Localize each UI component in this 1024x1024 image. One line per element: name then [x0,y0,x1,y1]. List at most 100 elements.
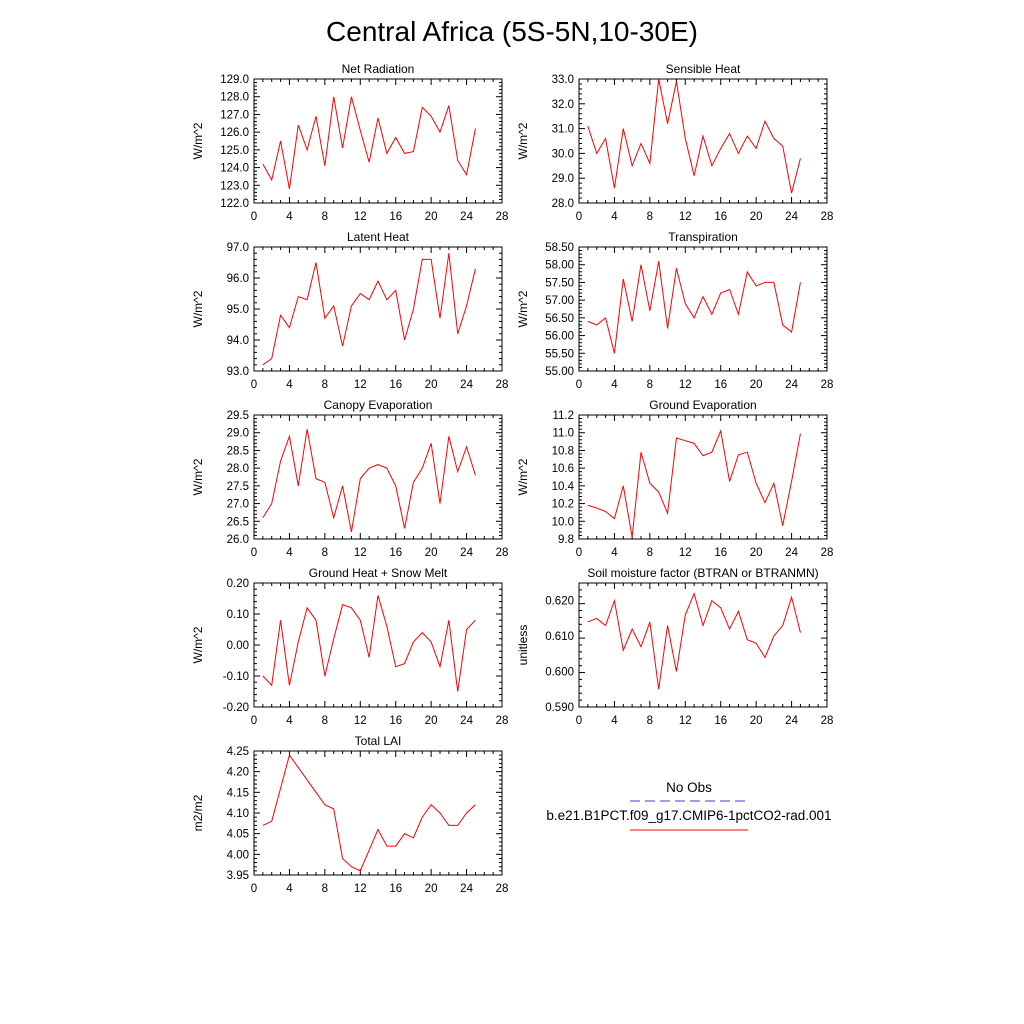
panel-title: Soil moisture factor (BTRAN or BTRANMN) [587,566,818,580]
x-tick-label: 16 [714,211,727,223]
x-tick-label: 12 [679,379,692,391]
y-axis-label: W/m^2 [191,458,205,495]
x-tick-label: 20 [425,547,438,559]
y-tick-label: 29.5 [227,410,249,422]
y-tick-label: 10.6 [552,463,574,475]
y-tick-label: 27.0 [227,499,249,511]
y-axis-label: unitless [516,625,530,666]
chart-panel-net-radiation: Net Radiation W/m^2 0 4 8 12 16 20 24 28 122.0 123.… [191,62,508,223]
chart-panel-total-lai: Total LAI m2/m2 0 4 8 12 16 20 24 28 3.95 4.00 4.05 4… [191,734,508,895]
y-tick-label: 129.0 [220,74,249,86]
y-tick-label: 128.0 [220,92,249,104]
y-tick-label: 10.0 [552,516,574,528]
panel-title: Ground Heat + Snow Melt [309,566,448,580]
legend-entry-label-obs: No Obs [666,780,712,795]
x-tick-label: 8 [647,715,653,727]
y-axis-label: W/m^2 [191,290,205,327]
x-tick-label: 28 [496,547,509,559]
y-tick-label: 28.5 [227,445,249,457]
panel-title: Net Radiation [342,62,415,76]
panel-title: Total LAI [355,734,402,748]
x-tick-label: 16 [389,211,402,223]
x-tick-label: 28 [496,883,509,895]
y-tick-label: 4.00 [227,849,249,861]
legend: No Obs b.e21.B1PCT.f09_g17.CMIP6-1pctCO2… [546,780,832,831]
x-tick-label: 8 [647,547,653,559]
y-tick-label: 0.10 [227,609,249,621]
x-tick-label: 12 [354,211,367,223]
x-tick-label: 4 [611,211,618,223]
series-line-0 [587,261,801,354]
x-tick-label: 24 [460,883,473,895]
x-tick-label: 28 [496,715,509,727]
y-axis-label: W/m^2 [516,122,530,159]
plot-frame [253,414,503,540]
y-tick-label: 57.00 [545,295,574,307]
y-axis-label: W/m^2 [516,290,530,327]
x-tick-label: 28 [496,211,509,223]
y-tick-label: 127.0 [220,109,249,121]
x-tick-label: 12 [679,715,692,727]
x-tick-label: 0 [576,547,582,559]
x-tick-label: 20 [750,715,763,727]
chart-panel-ground-heat-snow-melt: Ground Heat + Snow Melt W/m^2 0 4 8 12 16 20 24 2… [191,566,508,727]
y-tick-label: 10.8 [552,445,574,457]
y-tick-label: 10.4 [552,481,575,493]
x-tick-label: 28 [821,715,834,727]
y-tick-label: 55.00 [545,366,574,378]
x-tick-label: 0 [576,211,582,223]
x-tick-label: 8 [647,211,653,223]
y-tick-label: 0.590 [545,702,574,714]
x-tick-label: 4 [286,211,293,223]
y-tick-label: 122.0 [220,198,249,210]
panels-container: Net Radiation W/m^2 0 4 8 12 16 20 24 28 122.0 12 3.… [191,62,833,895]
plot-frame [253,750,503,876]
y-tick-label: 124.0 [220,163,249,175]
y-tick-label: 58.50 [545,242,574,254]
series-line-0 [262,429,476,533]
x-tick-label: 0 [251,211,257,223]
y-tick-label: 10.2 [552,499,574,511]
x-tick-label: 24 [460,379,473,391]
x-tick-label: 0 [251,715,257,727]
y-tick-label: 0.600 [545,667,574,679]
y-tick-label: 26.0 [227,534,249,546]
y-tick-label: 30.0 [552,148,574,160]
y-axis-label: W/m^2 [516,458,530,495]
x-tick-label: 24 [785,211,798,223]
y-tick-label: 27.5 [227,481,249,493]
y-tick-label: 11.0 [552,428,574,440]
x-tick-label: 4 [286,379,293,391]
panel-title: Transpiration [668,230,738,244]
y-tick-label: 94.0 [227,335,249,347]
x-tick-label: 8 [322,715,328,727]
y-tick-label: 11.2 [552,410,574,422]
y-tick-label: 55.50 [545,348,574,360]
plot-frame [253,246,503,372]
x-tick-label: 20 [425,883,438,895]
panel-title: Ground Evaporation [649,398,756,412]
y-tick-label: 4.25 [227,746,249,758]
y-tick-label: 56.50 [545,313,574,325]
chart-panel-canopy-evaporation: Canopy Evaporation W/m^2 0 4 8 12 16 20 24 28 26.0… [191,398,508,559]
x-tick-label: 12 [679,211,692,223]
y-tick-label: 97.0 [227,242,249,254]
x-tick-label: 0 [251,379,257,391]
y-tick-label: 3.95 [227,870,249,882]
x-tick-label: 20 [750,211,763,223]
x-tick-label: 12 [354,883,367,895]
x-tick-label: 28 [821,211,834,223]
plot-frame [578,246,828,372]
x-tick-label: 12 [354,547,367,559]
x-tick-label: 8 [322,379,328,391]
plot-frame [578,414,828,540]
y-tick-label: 4.10 [227,808,249,820]
y-tick-label: 0.20 [227,578,249,590]
x-tick-label: 24 [460,547,473,559]
x-tick-label: 20 [750,379,763,391]
y-tick-label: -0.20 [223,702,249,714]
y-tick-label: 4.20 [227,767,249,779]
x-tick-label: 16 [389,379,402,391]
x-tick-label: 20 [425,715,438,727]
y-tick-label: 32.0 [552,99,574,111]
